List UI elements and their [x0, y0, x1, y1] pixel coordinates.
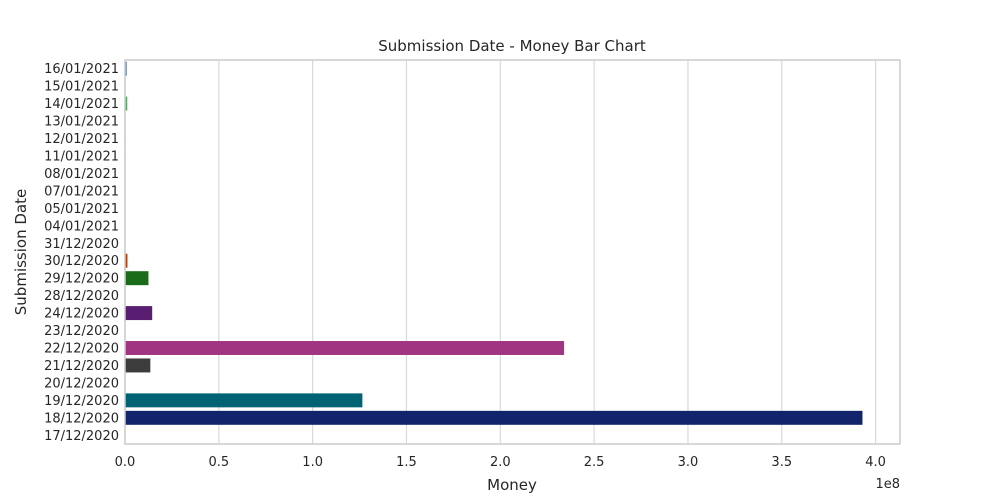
- y-tick-label: 30/12/2020: [44, 254, 119, 269]
- y-tick-label: 05/01/2021: [44, 202, 119, 217]
- y-tick-label: 31/12/2020: [44, 237, 119, 252]
- bar-24-12-2020: [125, 306, 153, 321]
- x-tick-label: 3.5: [771, 455, 792, 470]
- y-tick-label: 04/01/2021: [44, 219, 119, 234]
- y-tick-label: 07/01/2021: [44, 184, 119, 199]
- y-tick-label: 20/12/2020: [44, 376, 119, 391]
- y-tick-label: 22/12/2020: [44, 342, 119, 357]
- bar-30-12-2020: [125, 253, 128, 268]
- x-tick-label: 0.0: [115, 455, 136, 470]
- x-tick-label: 0.5: [208, 455, 229, 470]
- bar-16-01-2021: [125, 61, 127, 76]
- x-tick-label: 1.0: [302, 455, 323, 470]
- x-tick-label: 3.0: [678, 455, 699, 470]
- y-tick-label: 18/12/2020: [44, 411, 119, 426]
- y-tick-label: 24/12/2020: [44, 307, 119, 322]
- x-tick-labels: 0.0 0.5 1.0 1.5 2.0 2.5 3.0 3.5 4.0: [115, 455, 886, 470]
- y-tick-label: 13/01/2021: [44, 115, 119, 130]
- bar-18-12-2020: [125, 410, 863, 425]
- y-tick-label: 16/01/2021: [44, 62, 119, 77]
- y-tick-label: 14/01/2021: [44, 97, 119, 112]
- y-tick-label: 19/12/2020: [44, 394, 119, 409]
- bar-19-12-2020: [125, 393, 363, 408]
- bar-29-12-2020: [125, 271, 149, 286]
- y-tick-labels: 16/01/2021 15/01/2021 14/01/2021 13/01/2021…: [44, 62, 119, 444]
- bar-22-12-2020: [125, 341, 565, 355]
- y-tick-label: 23/12/2020: [44, 324, 119, 339]
- x-scale-exponent: 1e8: [875, 477, 900, 492]
- y-axis-label: Submission Date: [12, 189, 30, 315]
- x-tick-label: 1.5: [396, 455, 417, 470]
- grid-lines: [124, 60, 877, 444]
- y-tick-label: 28/12/2020: [44, 289, 119, 304]
- bars: [125, 61, 863, 443]
- bar-14-01-2021: [125, 96, 128, 111]
- y-tick-label: 21/12/2020: [44, 359, 119, 374]
- y-tick-label: 11/01/2021: [44, 150, 119, 165]
- y-tick-label: 08/01/2021: [44, 167, 119, 182]
- x-tick-label: 2.5: [584, 455, 605, 470]
- y-tick-label: 29/12/2020: [44, 272, 119, 287]
- bar-21-12-2020: [125, 358, 151, 373]
- x-tick-label: 2.0: [490, 455, 511, 470]
- y-tick-label: 15/01/2021: [44, 80, 119, 95]
- chart-title: Submission Date - Money Bar Chart: [378, 37, 646, 55]
- y-tick-label: 12/01/2021: [44, 132, 119, 147]
- y-tick-label: 17/12/2020: [44, 429, 119, 444]
- plot-frame: [124, 59, 901, 445]
- x-axis-label: Money: [487, 476, 537, 494]
- x-tick-label: 4.0: [865, 455, 886, 470]
